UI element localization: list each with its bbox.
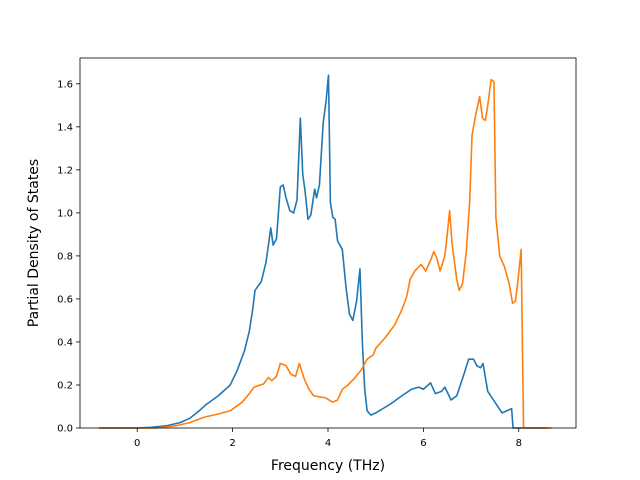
x-tick-label: 2 [229, 438, 235, 449]
series-line-2 [99, 78, 553, 429]
plot-area [99, 74, 553, 429]
y-tick-label: 1.0 [57, 208, 73, 219]
x-tick-label: 0 [134, 438, 140, 449]
series-line-1 [99, 74, 548, 429]
y-axis-label: Partial Density of States [26, 159, 42, 327]
y-tick-label: 0.0 [57, 424, 73, 435]
x-tick-label: 6 [420, 438, 426, 449]
y-tick-label: 0.2 [57, 380, 73, 391]
y-tick-label: 0.8 [57, 251, 73, 262]
y-tick-label: 0.6 [57, 294, 73, 305]
x-tick-label: 4 [325, 438, 331, 449]
x-tick-label: 8 [516, 438, 522, 449]
y-tick-label: 1.4 [57, 122, 73, 133]
y-tick-label: 0.4 [57, 337, 73, 348]
y-axis-ticks: 0.0 0.2 0.4 0.6 0.8 1.0 1.2 1.4 1.6 [57, 79, 80, 435]
y-tick-label: 1.2 [57, 165, 73, 176]
y-tick-label: 1.6 [57, 79, 73, 90]
x-axis-ticks: 0 2 4 6 8 [134, 428, 522, 449]
x-axis-label: Frequency (THz) [271, 458, 385, 474]
